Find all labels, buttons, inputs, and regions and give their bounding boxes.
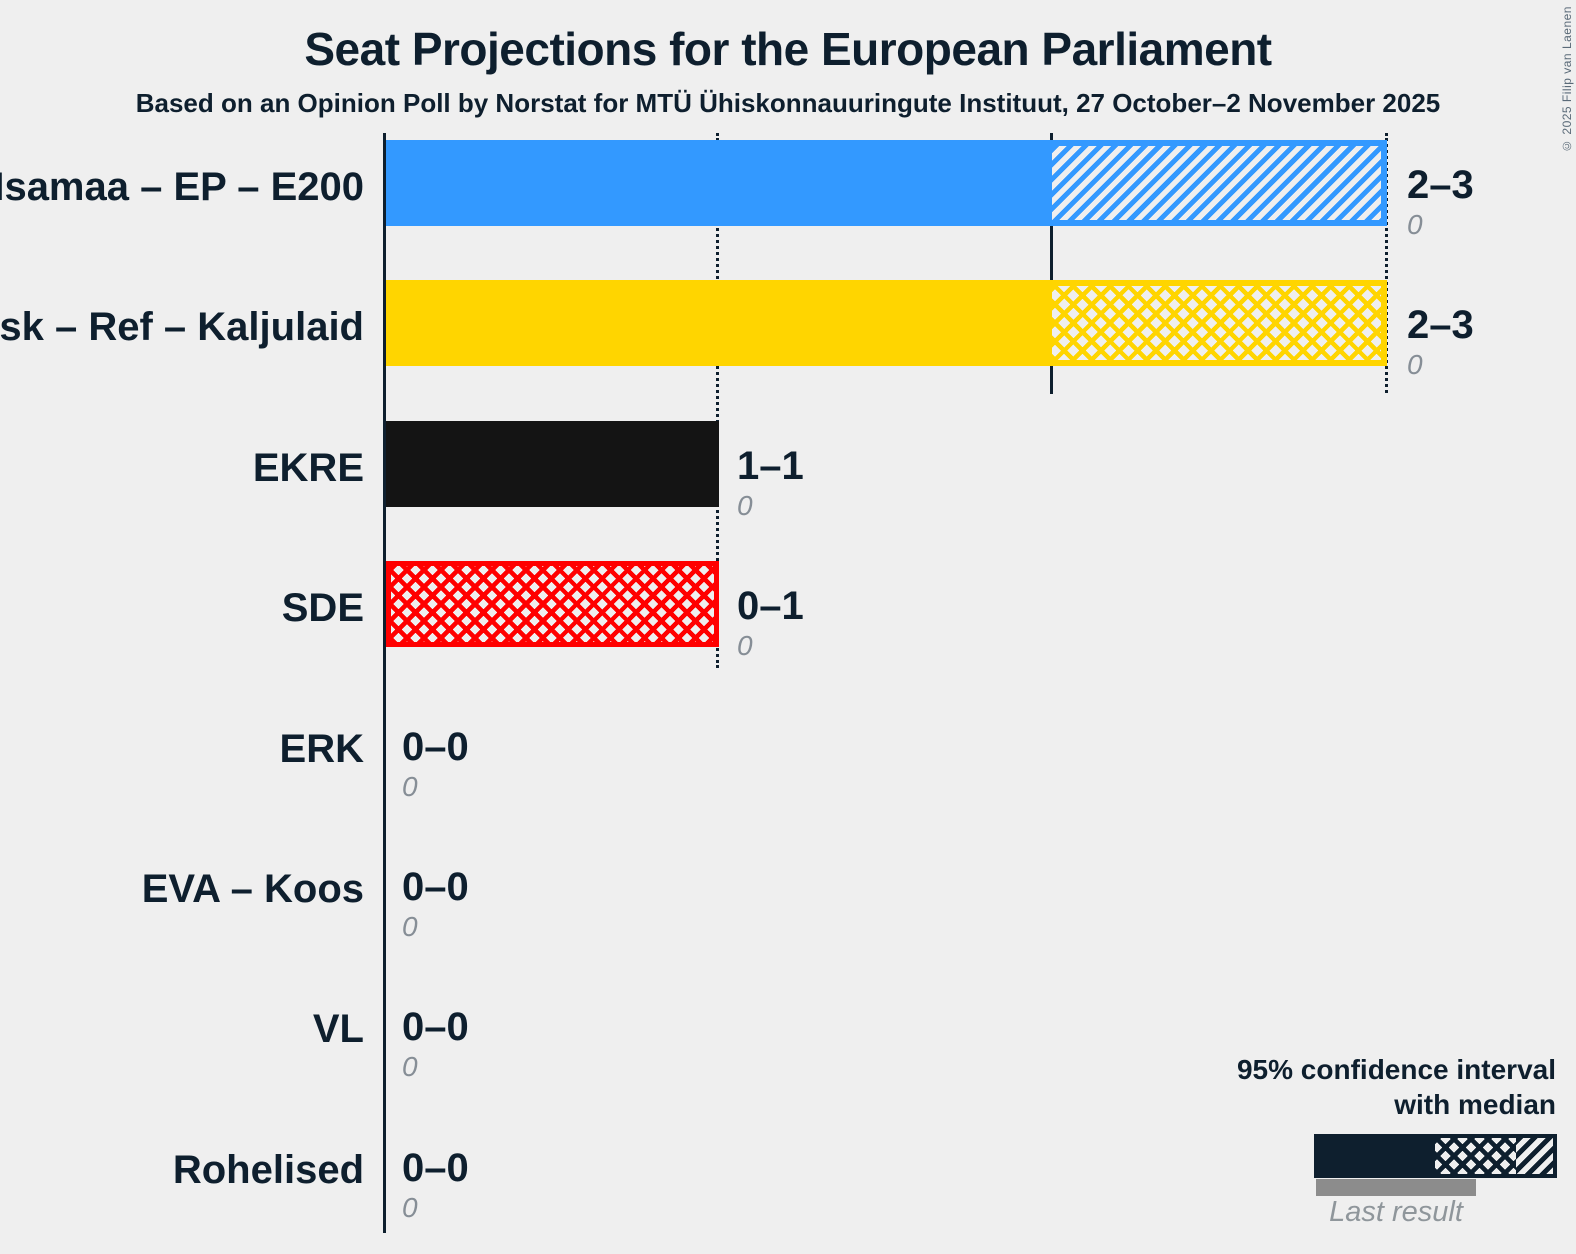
ci-upper-dotted-line-1-seat	[716, 133, 719, 668]
party-label-vl: VL	[312, 1006, 364, 1051]
value-ekre: 1–1 0	[737, 443, 804, 523]
last-result-value: 0	[737, 490, 753, 521]
legend-ci-line1: 95% confidence interval	[1236, 1054, 1556, 1085]
last-result-value: 0	[402, 1192, 418, 1223]
bar-kesk-ci-hatch	[1052, 280, 1387, 366]
median-marker-line	[1050, 133, 1053, 394]
ci-value: 1–1	[737, 444, 804, 488]
value-isamaa: 2–3 0	[1407, 162, 1474, 242]
last-result-value: 0	[1407, 209, 1423, 240]
bar-isamaa-solid	[386, 140, 1052, 226]
value-vl: 0–0 0	[402, 1004, 469, 1084]
ci-value: 0–0	[402, 865, 469, 909]
ci-value: 0–1	[737, 584, 804, 628]
page-subtitle: Based on an Opinion Poll by Norstat for …	[135, 88, 1441, 118]
party-label-ekre: EKRE	[252, 445, 364, 490]
party-label-rohelised: Rohelised	[172, 1147, 364, 1192]
legend-last-result-sample-bar	[1316, 1179, 1476, 1196]
y-axis-line	[383, 133, 386, 1233]
bar-kesk-solid	[386, 280, 1052, 366]
legend-ci-sample-bar	[1314, 1134, 1557, 1178]
bar-ekre-solid	[386, 421, 719, 507]
value-kesk: 2–3 0	[1407, 302, 1474, 382]
ci-value: 2–3	[1407, 303, 1474, 347]
last-result-value: 0	[402, 1051, 418, 1082]
bar-sde-ci-hatch	[386, 561, 719, 647]
last-result-value: 0	[1407, 349, 1423, 380]
ci-value: 0–0	[402, 725, 469, 769]
value-eva-koos: 0–0 0	[402, 864, 469, 944]
party-label-eva-koos: EVA – Koos	[141, 866, 364, 911]
ci-value: 0–0	[402, 1005, 469, 1049]
value-sde: 0–1 0	[737, 583, 804, 663]
last-result-value: 0	[402, 771, 418, 802]
page-title: Seat Projections for the European Parlia…	[304, 23, 1272, 75]
last-result-value: 0	[737, 630, 753, 661]
ci-value: 0–0	[402, 1146, 469, 1190]
value-erk: 0–0 0	[402, 724, 469, 804]
party-label-kesk-ref-kaljulaid: Kesk – Ref – Kaljulaid	[0, 304, 364, 349]
value-rohelised: 0–0 0	[402, 1145, 469, 1225]
legend-diagonal-section	[1516, 1138, 1553, 1174]
party-label-erk: ERK	[279, 726, 364, 771]
last-result-value: 0	[402, 911, 418, 942]
legend-ci-line2: with median	[1394, 1089, 1556, 1120]
ci-value: 2–3	[1407, 163, 1474, 207]
party-label-isamaa-ep-e200: Isamaa – EP – E200	[0, 164, 364, 209]
legend-solid-section	[1318, 1138, 1435, 1174]
bar-isamaa-ci-hatch	[1052, 140, 1387, 226]
ci-upper-dotted-line-3-seats	[1385, 133, 1388, 393]
party-label-sde: SDE	[281, 585, 364, 630]
legend-ci-text: 95% confidence interval with median	[976, 1052, 1556, 1122]
copyright-notice: © 2025 Filip van Laenen	[1560, 6, 1574, 153]
legend-last-result-label: Last result	[1329, 1196, 1463, 1228]
legend-crosshatch-section	[1435, 1138, 1516, 1174]
